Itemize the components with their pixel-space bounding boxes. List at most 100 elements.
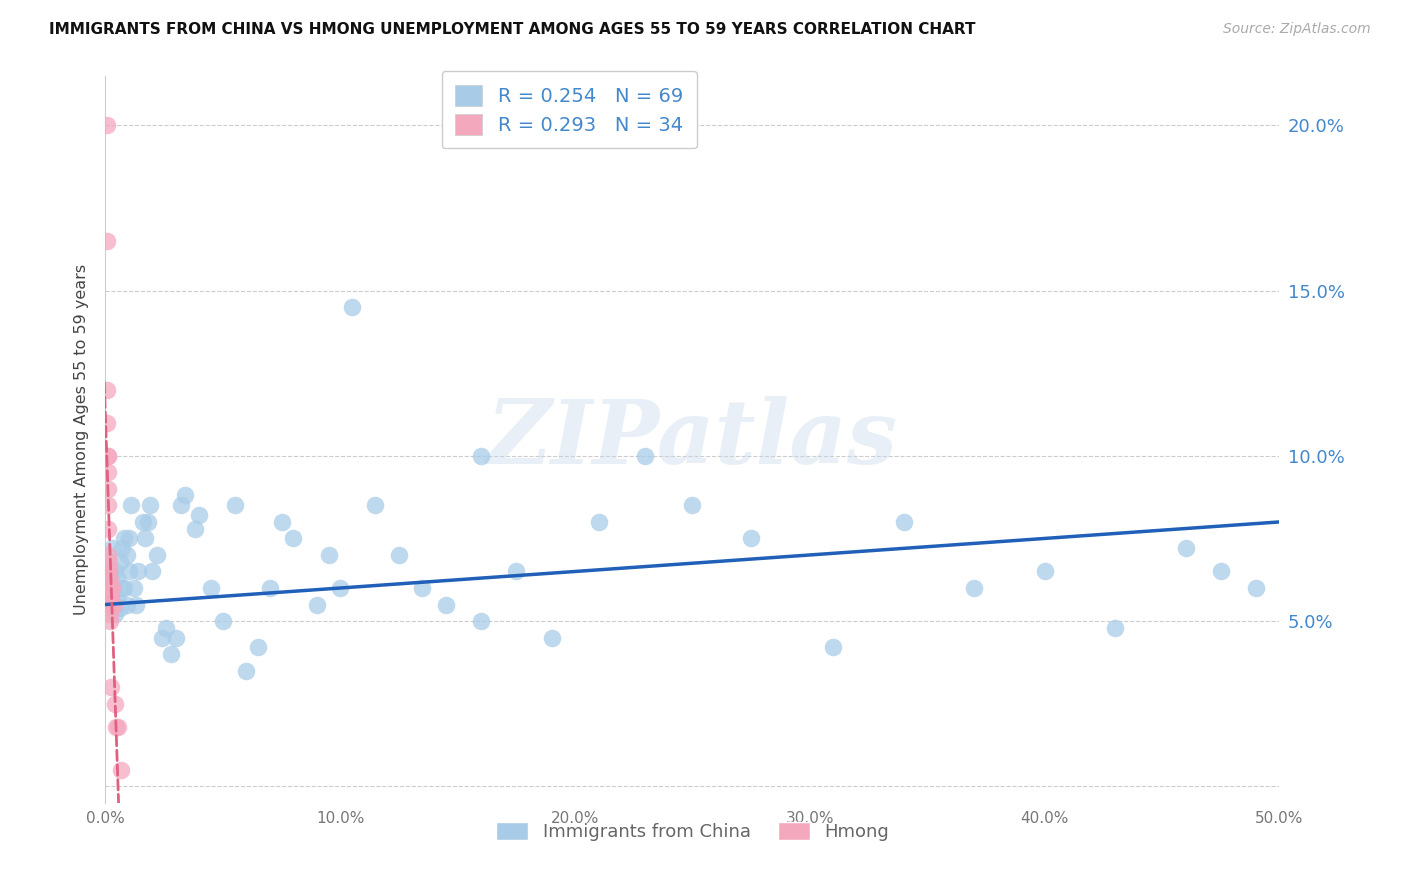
Point (98, 581, 121, 595)
Point (112, 532, 135, 546)
Point (97, 565, 120, 579)
Point (104, 697, 127, 711)
Point (200, 581, 222, 595)
Point (98, 574, 121, 589)
Point (115, 598, 138, 612)
Point (101, 588, 124, 602)
Point (96, 119, 118, 133)
Text: IMMIGRANTS FROM CHINA VS HMONG UNEMPLOYMENT AMONG AGES 55 TO 59 YEARS CORRELATIO: IMMIGRANTS FROM CHINA VS HMONG UNEMPLOYM… (49, 22, 976, 37)
Point (141, 565, 163, 579)
Point (105, 720, 128, 734)
Point (505, 565, 527, 579)
Point (101, 541, 124, 556)
Point (340, 300, 363, 314)
Point (235, 664, 257, 678)
Point (100, 588, 122, 602)
Point (188, 508, 211, 523)
Point (224, 499, 246, 513)
Text: Source: ZipAtlas.com: Source: ZipAtlas.com (1223, 22, 1371, 37)
Point (165, 631, 187, 645)
Point (127, 565, 149, 579)
Point (97, 449, 120, 463)
Point (101, 581, 124, 595)
Point (169, 499, 191, 513)
Point (112, 581, 135, 595)
Point (103, 598, 125, 612)
Point (118, 532, 141, 546)
Point (434, 598, 457, 612)
Point (111, 581, 134, 595)
Point (470, 614, 492, 628)
Point (96, 416, 118, 430)
Point (682, 499, 704, 513)
Point (174, 488, 197, 502)
Point (139, 499, 162, 513)
Point (107, 720, 129, 734)
Point (247, 640, 270, 655)
Point (305, 598, 328, 612)
Point (98, 581, 121, 595)
Point (110, 763, 132, 777)
Point (104, 565, 127, 579)
Point (118, 565, 141, 579)
Point (115, 548, 138, 562)
Point (259, 581, 281, 595)
Point (108, 555, 131, 569)
Point (98, 607, 121, 622)
Point (98, 598, 121, 612)
Point (329, 581, 352, 595)
Legend: Immigrants from China, Hmong: Immigrants from China, Hmong (488, 814, 897, 848)
Point (108, 600, 131, 615)
Point (96, 234, 118, 248)
Point (740, 532, 762, 546)
Point (1104, 621, 1126, 635)
Point (132, 515, 155, 529)
Point (470, 449, 492, 463)
Point (98, 571, 121, 585)
Point (97, 499, 120, 513)
Point (97, 555, 120, 569)
Point (1244, 581, 1267, 595)
Point (134, 532, 156, 546)
Point (122, 581, 145, 595)
Point (100, 680, 122, 694)
Point (100, 598, 122, 612)
Point (823, 640, 845, 655)
Point (96, 383, 118, 397)
Point (97, 581, 120, 595)
Point (100, 581, 122, 595)
Point (183, 522, 205, 536)
Point (1033, 565, 1056, 579)
Point (105, 571, 128, 585)
Point (98, 588, 121, 602)
Point (1174, 541, 1197, 556)
Point (111, 541, 134, 556)
Point (588, 515, 610, 529)
Point (634, 449, 657, 463)
Point (97, 482, 120, 496)
Point (97, 522, 120, 536)
Point (364, 499, 387, 513)
Point (283, 532, 305, 546)
Point (120, 499, 142, 513)
Point (98, 588, 121, 602)
Point (146, 548, 169, 562)
Point (97, 548, 120, 562)
Point (270, 515, 292, 529)
Point (411, 581, 433, 595)
Point (963, 581, 986, 595)
Point (125, 598, 148, 612)
Point (540, 631, 562, 645)
Point (98, 588, 121, 602)
Point (97, 449, 120, 463)
Point (160, 647, 183, 661)
Text: ZIPatlas: ZIPatlas (486, 396, 898, 483)
Y-axis label: Unemployment Among Ages 55 to 59 years: Unemployment Among Ages 55 to 59 years (75, 264, 90, 615)
Point (893, 515, 915, 529)
Point (150, 631, 173, 645)
Point (211, 614, 233, 628)
Point (98, 565, 121, 579)
Point (100, 614, 122, 628)
Point (105, 591, 128, 605)
Point (155, 621, 177, 635)
